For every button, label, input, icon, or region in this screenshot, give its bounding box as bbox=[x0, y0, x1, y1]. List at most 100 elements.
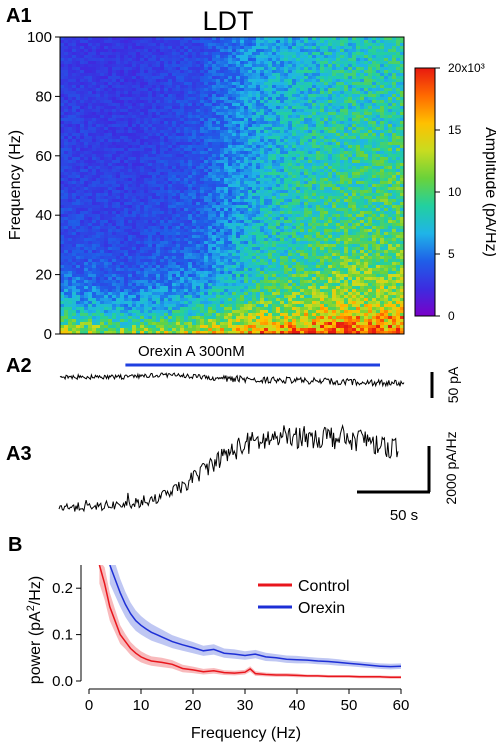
spectrogram-cell bbox=[312, 97, 317, 101]
spectrogram-cell bbox=[284, 37, 289, 41]
spectrogram-cell bbox=[236, 58, 241, 62]
spectrogram-cell bbox=[328, 94, 333, 98]
spectrogram-cell bbox=[168, 67, 173, 71]
spectrogram-cell bbox=[152, 112, 157, 116]
spectrogram-cell bbox=[320, 46, 325, 50]
spectrogram-cell bbox=[200, 73, 205, 77]
spectrogram-cell bbox=[140, 112, 145, 116]
spectrogram-cell bbox=[304, 43, 309, 47]
spectrogram-cell bbox=[112, 73, 117, 77]
spectrogram-cell bbox=[232, 109, 237, 113]
spectrogram-cell bbox=[236, 61, 241, 65]
spectrogram-cell bbox=[140, 88, 145, 92]
spectrogram-cell bbox=[336, 97, 341, 101]
spectrogram-cell bbox=[148, 115, 153, 119]
spectrogram-cell bbox=[88, 67, 93, 71]
spectrogram-cell bbox=[312, 61, 317, 65]
spectrogram-cell bbox=[216, 43, 221, 47]
spectrogram-cell bbox=[100, 73, 105, 77]
spectrogram-cell bbox=[196, 67, 201, 71]
spectrogram-cell bbox=[368, 79, 373, 83]
spectrogram-cell bbox=[376, 58, 381, 62]
spectrogram-cell bbox=[188, 52, 193, 56]
spectrogram-cell bbox=[160, 76, 165, 80]
spectrogram-cell bbox=[244, 40, 249, 44]
spectrogram-cell bbox=[76, 79, 81, 83]
spectrogram-cell bbox=[140, 82, 145, 86]
spectrogram-cell bbox=[176, 100, 181, 104]
spectrogram-cell bbox=[216, 100, 221, 104]
spectrogram-cell bbox=[144, 100, 149, 104]
spectrogram-cell bbox=[68, 94, 73, 98]
spectrogram-cell bbox=[284, 106, 289, 110]
spectrogram-cell bbox=[148, 64, 153, 68]
spectrogram-cell bbox=[76, 112, 81, 116]
spectrogram-cell bbox=[372, 46, 377, 50]
spectrogram-cell bbox=[284, 49, 289, 53]
spectrogram-cell bbox=[64, 106, 69, 110]
spectrogram-cell bbox=[196, 73, 201, 77]
spectrogram-cell bbox=[204, 64, 209, 68]
spectrogram-cell bbox=[116, 58, 121, 62]
spectrogram-cell bbox=[112, 106, 117, 110]
spectrogram-cell bbox=[252, 58, 257, 62]
spectrogram-cell bbox=[288, 67, 293, 71]
spectrogram-cell bbox=[380, 94, 385, 98]
spectrogram-cell bbox=[84, 37, 89, 41]
spectrogram-cell bbox=[236, 55, 241, 59]
spectrogram-cell bbox=[288, 73, 293, 77]
spectrogram-cell bbox=[128, 70, 133, 74]
spectrogram-cell bbox=[60, 88, 65, 92]
spectrogram-cell bbox=[276, 43, 281, 47]
spectrogram-cell bbox=[120, 85, 125, 89]
spectrogram-cell bbox=[176, 70, 181, 74]
spectrogram-cell bbox=[156, 103, 161, 107]
spectrogram-cell bbox=[72, 43, 77, 47]
spectrogram-cell bbox=[168, 40, 173, 44]
spectrogram-cell bbox=[204, 61, 209, 65]
spectrogram-cell bbox=[196, 103, 201, 107]
spectrogram-cell bbox=[264, 88, 269, 92]
spectrogram-cell bbox=[152, 106, 157, 110]
spectrogram-cell bbox=[240, 61, 245, 65]
spectrogram-cell bbox=[392, 70, 397, 74]
spectrogram-cell bbox=[272, 40, 277, 44]
spectrogram-cell bbox=[272, 85, 277, 89]
spectrogram-cell bbox=[348, 106, 353, 110]
spectrogram-cell bbox=[164, 73, 169, 77]
spectrogram-cell bbox=[376, 70, 381, 74]
spectrogram-cell bbox=[184, 76, 189, 80]
spectrogram-cell bbox=[252, 100, 257, 104]
spectrogram-cell bbox=[124, 37, 129, 41]
spectrogram-cell bbox=[108, 40, 113, 44]
spectrogram-cell bbox=[184, 67, 189, 71]
spectrogram-cell bbox=[124, 52, 129, 56]
spectrogram-cell bbox=[328, 40, 333, 44]
spectrogram-cell bbox=[216, 97, 221, 101]
spectrogram-cell bbox=[96, 64, 101, 68]
spectrogram-cell bbox=[104, 73, 109, 77]
spectrogram-cell bbox=[336, 91, 341, 95]
spectrogram-cell bbox=[204, 106, 209, 110]
spectrogram-cell bbox=[400, 70, 404, 74]
spectrogram-cell bbox=[400, 97, 404, 101]
spectrogram-cell bbox=[180, 46, 185, 50]
spectrogram-cell bbox=[76, 106, 81, 110]
spectrogram-cell bbox=[116, 82, 121, 86]
spectrogram-cell bbox=[208, 103, 213, 107]
spectrogram-cell bbox=[128, 82, 133, 86]
spectrogram-cell bbox=[268, 112, 273, 116]
spectrogram-cell bbox=[364, 94, 369, 98]
spectrogram-cell bbox=[176, 103, 181, 107]
spectrogram-cell bbox=[76, 37, 81, 41]
spectrogram-cell bbox=[256, 64, 261, 68]
spectrogram-cell bbox=[72, 52, 77, 56]
spectrogram-cell bbox=[368, 76, 373, 80]
spectrogram-cell bbox=[120, 100, 125, 104]
spectrogram-cell bbox=[68, 91, 73, 95]
spectrogram-cell bbox=[340, 88, 345, 92]
spectrogram-cell bbox=[124, 115, 129, 119]
spectrogram-cell bbox=[360, 61, 365, 65]
spectrogram-cell bbox=[244, 112, 249, 116]
spectrogram-cell bbox=[256, 85, 261, 89]
